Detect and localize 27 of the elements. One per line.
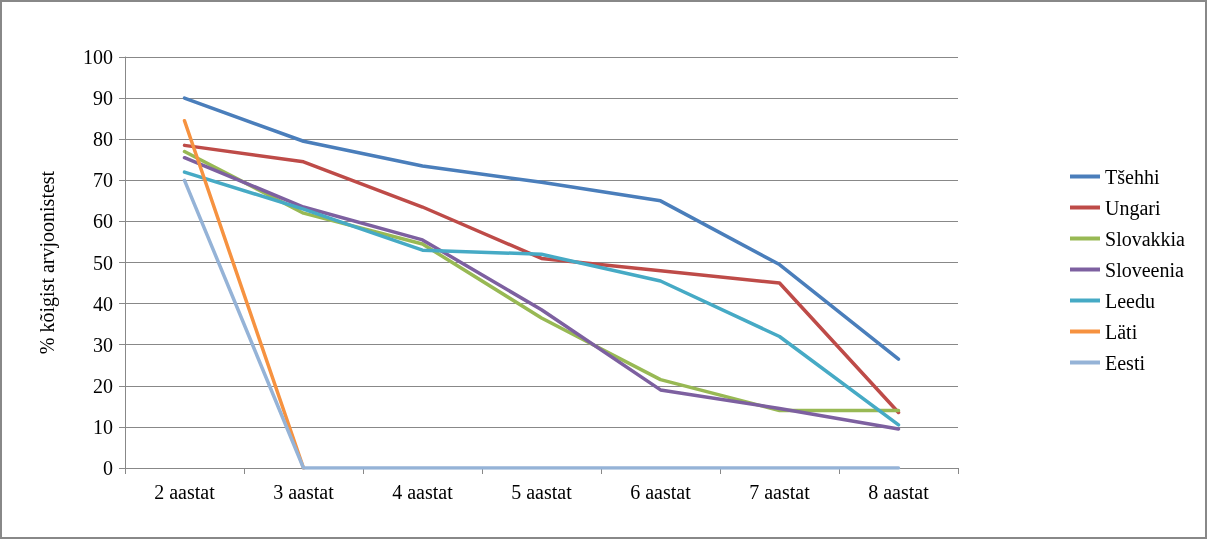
legend-label: Sloveenia — [1105, 258, 1184, 281]
legend-label: Eesti — [1105, 351, 1146, 374]
x-tick-label: 6 aastat — [630, 481, 692, 503]
y-tick-label: 10 — [93, 415, 113, 438]
x-tick-label: 2 aastat — [154, 481, 216, 503]
x-tick-label: 5 aastat — [511, 481, 573, 503]
y-tick-label: 100 — [83, 46, 113, 68]
x-tick-label: 4 aastat — [392, 481, 454, 503]
x-tick-label: 7 aastat — [749, 481, 811, 503]
legend-label: Ungari — [1105, 196, 1161, 220]
legend-label: Slovakkia — [1105, 227, 1186, 250]
legend-label: Läti — [1105, 320, 1138, 343]
y-axis-title: % kõigist arvjoonistest — [36, 170, 59, 355]
y-tick-label: 90 — [93, 87, 113, 110]
line-series — [182, 96, 901, 361]
y-tick-label: 70 — [93, 169, 113, 192]
x-tick-label: 8 aastat — [868, 481, 930, 503]
y-tick-label: 40 — [93, 292, 113, 315]
y-tick-label: 80 — [93, 128, 113, 151]
y-tick-label: 30 — [93, 333, 113, 356]
legend-label: Leedu — [1105, 289, 1155, 312]
legend-label: Tšehhi — [1105, 165, 1160, 188]
y-tick-label: 50 — [93, 251, 113, 274]
x-tick-label: 3 aastat — [273, 481, 335, 503]
y-tick-label: 0 — [103, 457, 113, 479]
y-tick-label: 20 — [93, 374, 113, 397]
y-tick-label: 60 — [93, 210, 113, 233]
